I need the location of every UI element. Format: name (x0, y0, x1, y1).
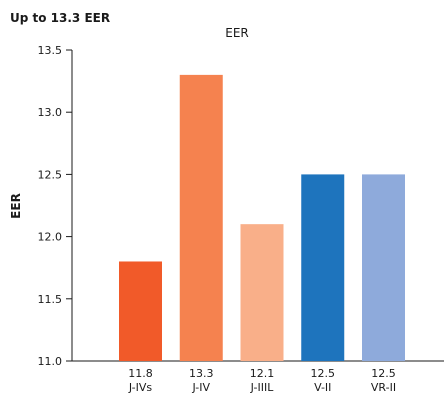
bar-j-iiil (240, 224, 284, 361)
x-category-label: J-IVs (128, 381, 153, 394)
y-ticks: 11.0 11.5 12.0 12.5 13.0 13.5 (38, 44, 72, 368)
x-category-label: J-IV (191, 381, 210, 394)
bar-value-label: 12.5 (371, 367, 396, 380)
bar-vr-ii (362, 174, 405, 361)
bar-value-label: 12.5 (311, 367, 336, 380)
x-labels: 11.8J-IVs13.3J-IV12.1J-IIIL12.5V-II12.5V… (128, 367, 396, 394)
bar-value-label: 12.1 (250, 367, 275, 380)
y-tick-label: 12.5 (38, 168, 63, 181)
x-category-label: V-II (314, 381, 331, 394)
chart-headline: Up to 13.3 EER (10, 11, 110, 25)
x-category-label: J-IIIL (250, 381, 275, 394)
y-tick-label: 11.0 (38, 355, 63, 368)
y-tick-label: 12.0 (38, 231, 63, 244)
bars (119, 74, 405, 361)
y-tick-label: 13.0 (38, 106, 63, 119)
y-tick-label: 13.5 (38, 44, 63, 57)
bar-value-label: 13.3 (189, 367, 214, 380)
y-tick-label: 11.5 (38, 293, 63, 306)
y-axis-label: EER (9, 193, 23, 219)
x-category-label: VR-II (371, 381, 396, 394)
chart-title: EER (225, 26, 249, 40)
bar-j-iv (179, 74, 223, 361)
bar-j-ivs (119, 261, 162, 361)
bar-value-label: 11.8 (128, 367, 153, 380)
bar-v-ii (301, 174, 345, 361)
